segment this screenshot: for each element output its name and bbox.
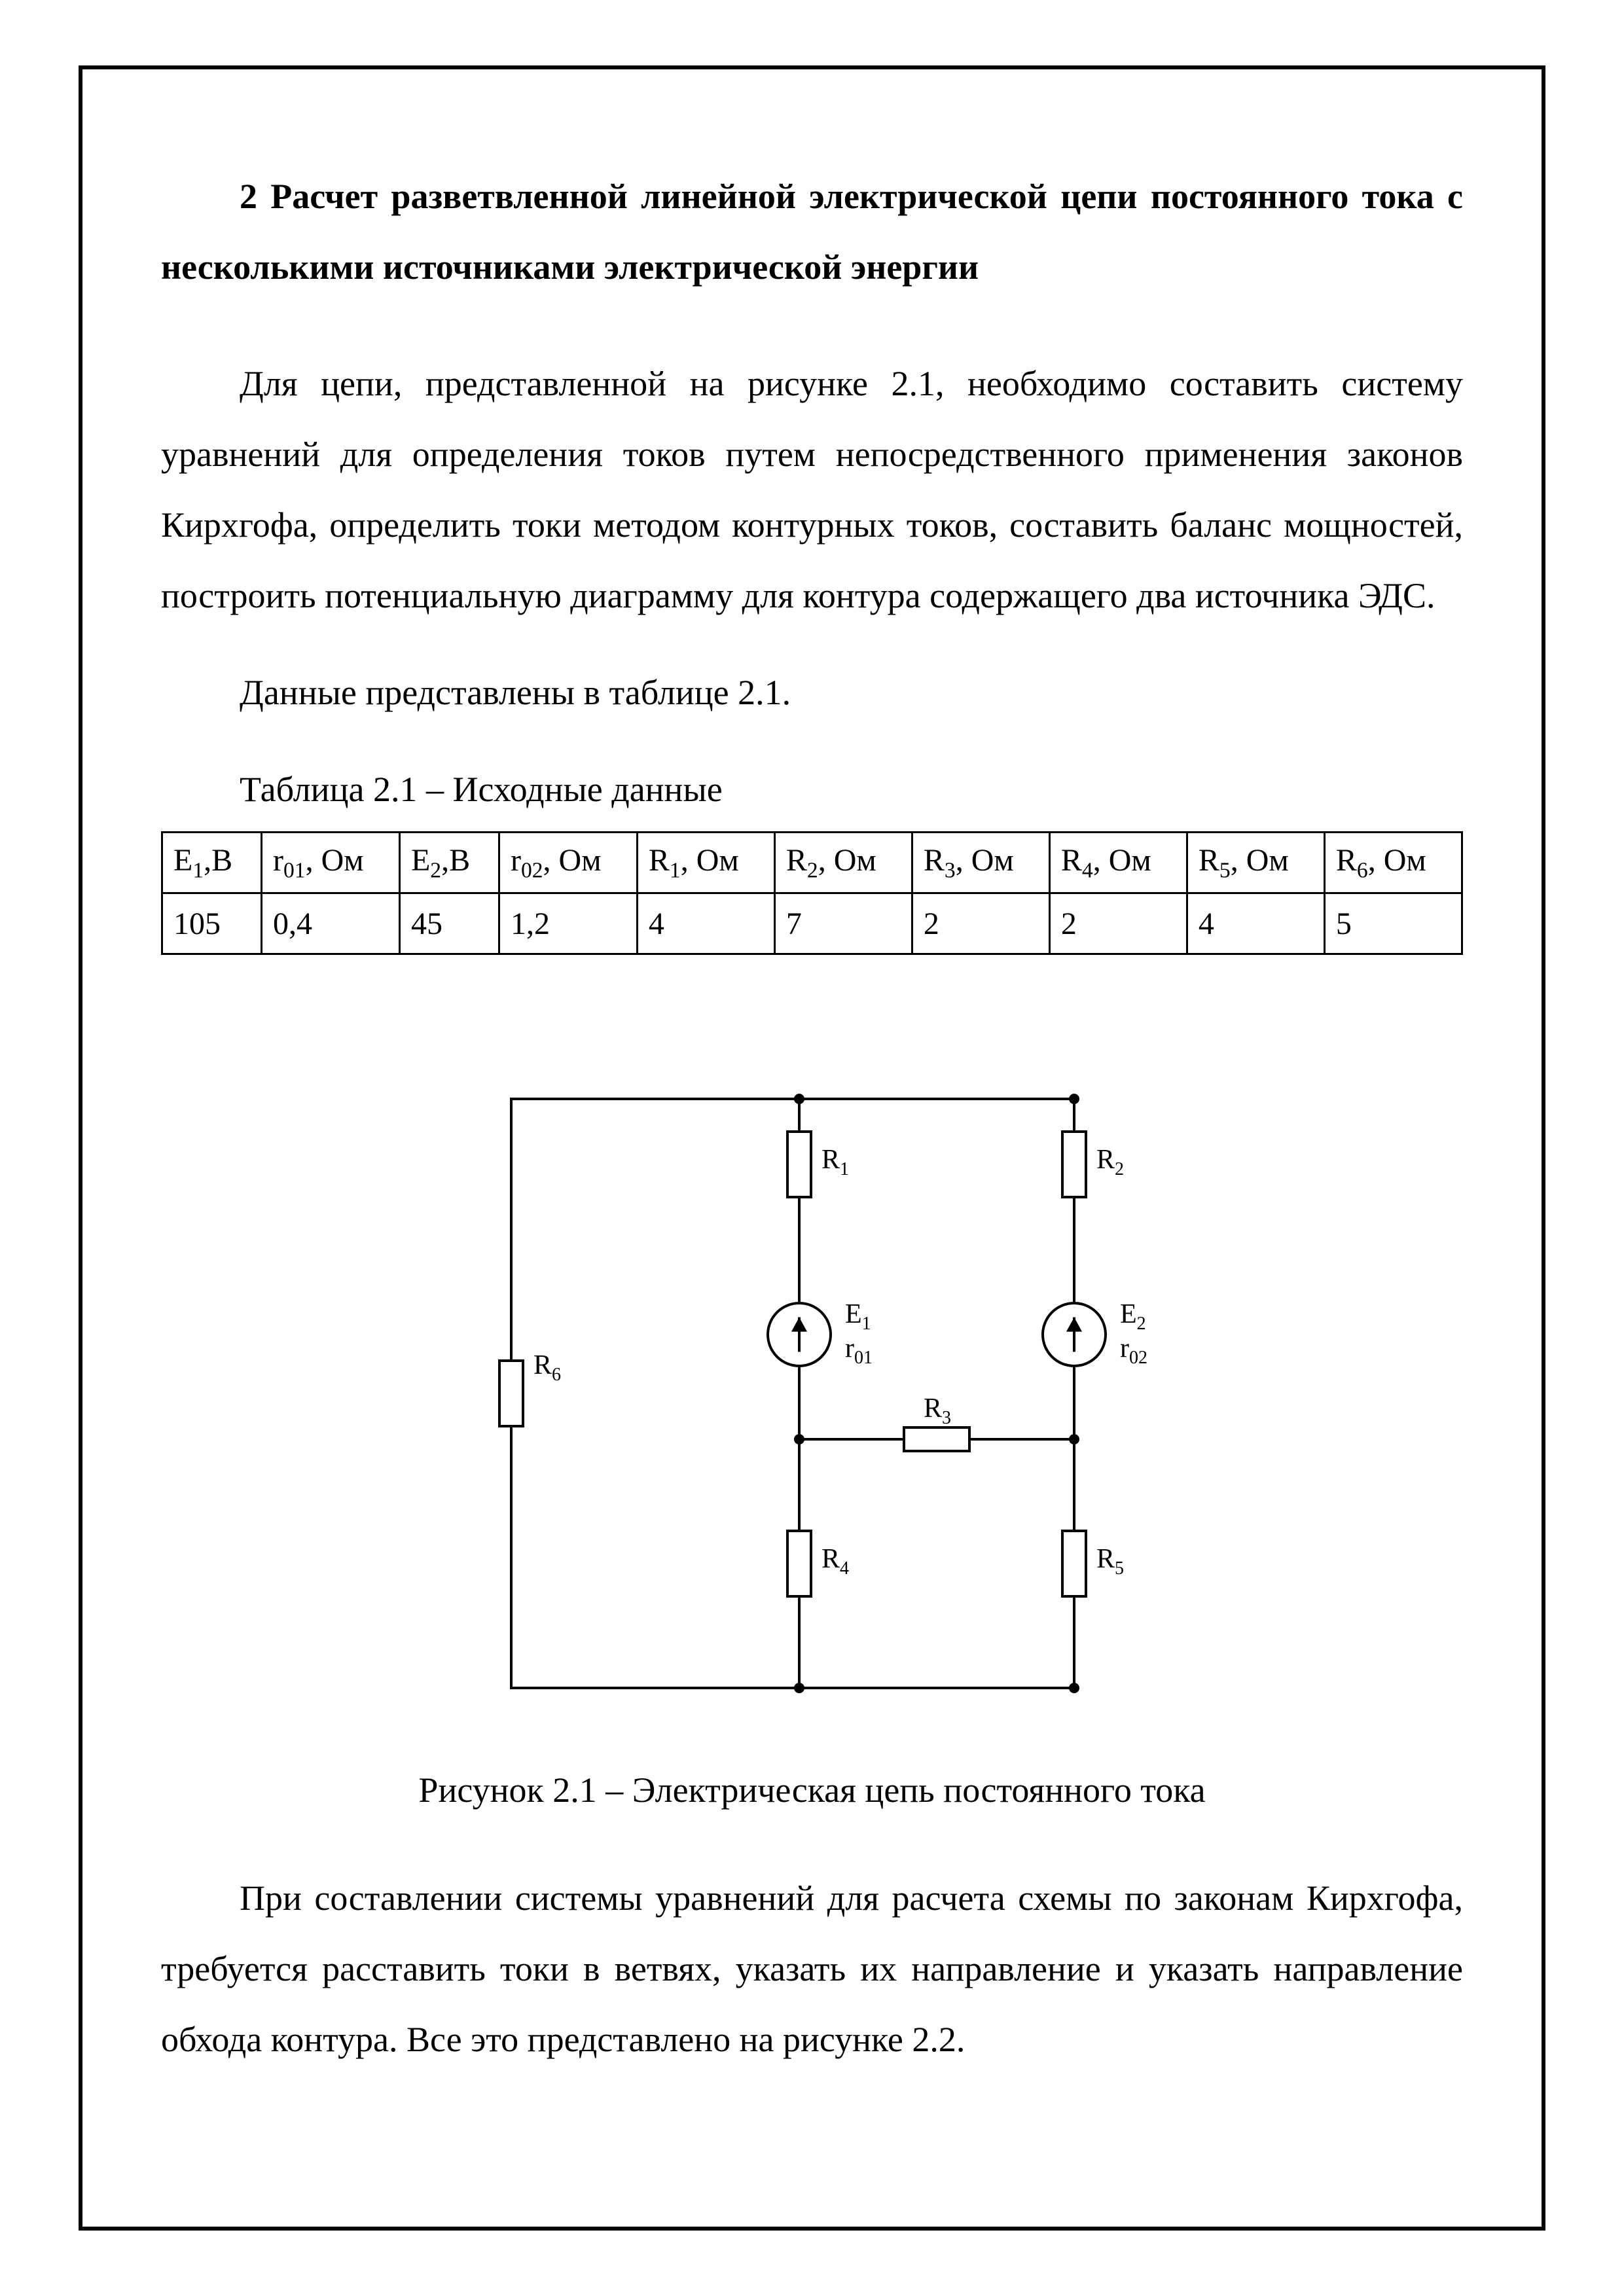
table-header-cell: R4, Ом bbox=[1049, 833, 1187, 893]
svg-text:E2: E2 bbox=[1120, 1299, 1146, 1334]
table-data-row: 105 0,4 45 1,2 4 7 2 2 4 5 bbox=[162, 893, 1462, 954]
svg-text:R3: R3 bbox=[924, 1393, 951, 1428]
table-caption: Таблица 2.1 – Исходные данные bbox=[161, 754, 1463, 825]
table-cell: 0,4 bbox=[262, 893, 400, 954]
circuit-diagram: R6 R1 E1r01 R2 E2r02 R3 R4 R5 bbox=[420, 1060, 1205, 1727]
table-cell: 1,2 bbox=[499, 893, 637, 954]
data-table: E1,В r01, Ом E2,В r02, Ом R1, Ом R2, Ом … bbox=[161, 831, 1463, 955]
table-header-row: E1,В r01, Ом E2,В r02, Ом R1, Ом R2, Ом … bbox=[162, 833, 1462, 893]
svg-text:E1: E1 bbox=[845, 1299, 871, 1334]
table-cell: 2 bbox=[912, 893, 1049, 954]
svg-text:r01: r01 bbox=[845, 1333, 873, 1368]
paragraph-1: Для цепи, представленной на рисунке 2.1,… bbox=[161, 348, 1463, 631]
table-cell: 2 bbox=[1049, 893, 1187, 954]
table-cell: 7 bbox=[774, 893, 912, 954]
table-header-cell: r01, Ом bbox=[262, 833, 400, 893]
paragraph-2: Данные представлены в таблице 2.1. bbox=[161, 657, 1463, 728]
table-cell: 5 bbox=[1324, 893, 1462, 954]
section-heading: 2 Расчет разветвленной линейной электрич… bbox=[161, 161, 1463, 302]
svg-text:R2: R2 bbox=[1096, 1145, 1124, 1179]
table-header-cell: E2,В bbox=[399, 833, 499, 893]
table-cell: 105 bbox=[162, 893, 262, 954]
svg-text:R1: R1 bbox=[821, 1145, 849, 1179]
svg-text:R6: R6 bbox=[533, 1350, 561, 1385]
table-cell: 45 bbox=[399, 893, 499, 954]
table-header-cell: R2, Ом bbox=[774, 833, 912, 893]
page: 2 Расчет разветвленной линейной электрич… bbox=[0, 0, 1624, 2296]
table-header-cell: R5, Ом bbox=[1187, 833, 1324, 893]
paragraph-3: При составлении системы уравнений для ра… bbox=[161, 1863, 1463, 2075]
table-header-cell: r02, Ом bbox=[499, 833, 637, 893]
figure-wrap: R6 R1 E1r01 R2 E2r02 R3 R4 R5 bbox=[161, 1060, 1463, 1731]
table-header-cell: R6, Ом bbox=[1324, 833, 1462, 893]
table-header-cell: R3, Ом bbox=[912, 833, 1049, 893]
table-cell: 4 bbox=[1187, 893, 1324, 954]
table-header-cell: E1,В bbox=[162, 833, 262, 893]
svg-text:R5: R5 bbox=[1096, 1544, 1124, 1579]
figure-caption: Рисунок 2.1 – Электрическая цепь постоян… bbox=[161, 1770, 1463, 1810]
svg-text:r02: r02 bbox=[1120, 1333, 1147, 1368]
table-header-cell: R1, Ом bbox=[637, 833, 774, 893]
content-frame: 2 Расчет разветвленной линейной электрич… bbox=[79, 65, 1545, 2231]
svg-text:R4: R4 bbox=[821, 1544, 849, 1579]
table-cell: 4 bbox=[637, 893, 774, 954]
